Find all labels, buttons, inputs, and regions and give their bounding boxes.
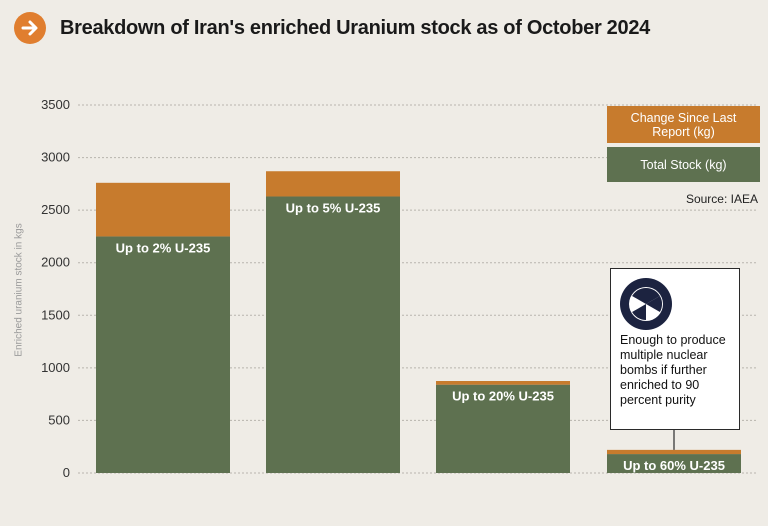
y-tick-label: 2500 [41, 202, 70, 217]
header: Breakdown of Iran's enriched Uranium sto… [14, 12, 650, 44]
y-tick-label: 3500 [41, 97, 70, 112]
callout-text: Enough to produce multiple nuclear bombs… [620, 333, 726, 407]
bar-category-label: Up to 20% U-235 [452, 389, 554, 404]
y-tick-label: 2000 [41, 255, 70, 270]
bar-category-label: Up to 2% U-235 [116, 240, 211, 255]
arrow-right-icon [14, 12, 46, 44]
y-tick-label: 1000 [41, 360, 70, 375]
y-tick-label: 3000 [41, 150, 70, 165]
callout-box: Enough to produce multiple nuclear bombs… [610, 268, 740, 430]
radiation-icon [620, 278, 672, 330]
bar-total [266, 196, 400, 473]
bar-change [266, 171, 400, 197]
y-tick-label: 0 [63, 465, 70, 480]
chart-title: Breakdown of Iran's enriched Uranium sto… [60, 16, 650, 39]
bar-total [436, 384, 570, 473]
y-tick-label: 1500 [41, 307, 70, 322]
bar-category-label: Up to 60% U-235 [623, 458, 725, 473]
bar-total [607, 454, 741, 473]
bar-total [96, 236, 230, 473]
legend-total: Total Stock (kg) [607, 147, 760, 182]
bar-category-label: Up to 5% U-235 [286, 200, 381, 215]
bar-change [607, 449, 741, 455]
y-tick-label: 500 [48, 412, 70, 427]
legend-change: Change Since Last Report (kg) [607, 106, 760, 143]
source-note: Source: IAEA [685, 192, 758, 206]
bar-change [96, 182, 230, 237]
bar-change [436, 381, 570, 385]
